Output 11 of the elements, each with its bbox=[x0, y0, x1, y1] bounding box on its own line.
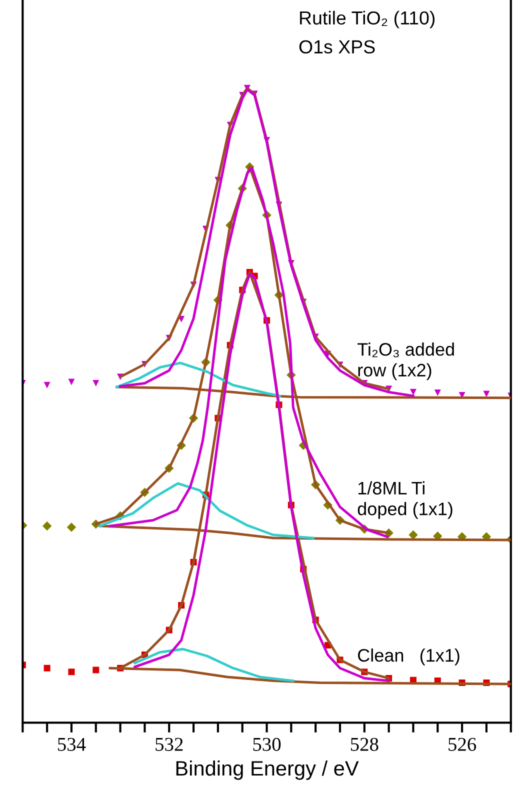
annotation: Ti₂O₃ added row (1x2) bbox=[357, 342, 454, 380]
x-tick-label: 528 bbox=[350, 738, 378, 751]
x-tick-label: 534 bbox=[58, 738, 86, 751]
chart-title: Rutile TiO₂ (110) bbox=[300, 10, 435, 28]
x-tick-label: 532 bbox=[156, 738, 183, 751]
chart-subtitle: O1s XPS bbox=[299, 40, 375, 54]
x-axis-title: Binding Energy / eV bbox=[176, 760, 359, 780]
x-tick-label: 526 bbox=[448, 738, 476, 751]
x-tick-label: 530 bbox=[253, 738, 281, 751]
annotation: 1/8ML Ti doped (1x1) bbox=[358, 481, 452, 519]
annotation: Clean (1x1) bbox=[358, 648, 460, 666]
